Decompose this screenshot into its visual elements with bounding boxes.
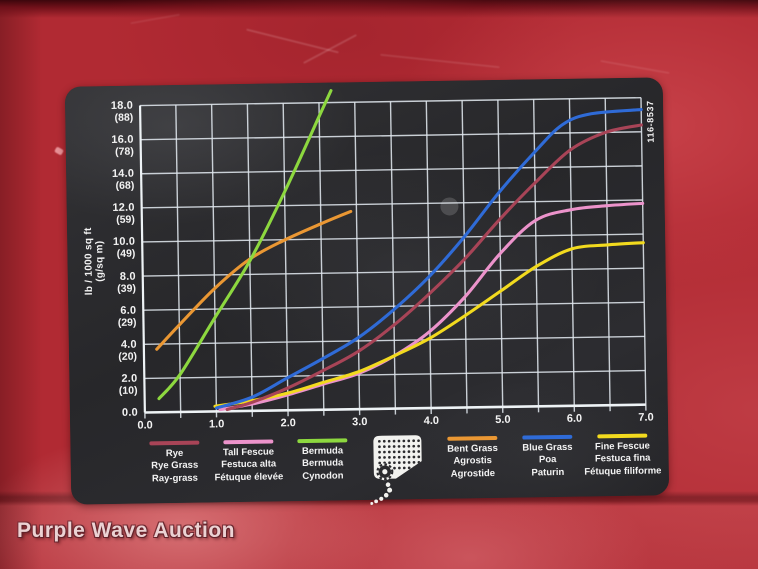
gridline-vertical — [282, 103, 289, 417]
y-tick-lb: 6.0 — [120, 304, 137, 317]
x-tick-1.0: 1.0 — [208, 418, 225, 431]
x-tick-3.0: 3.0 — [352, 416, 368, 429]
legend-swatch-bermuda — [297, 438, 348, 443]
y-tick-lb: 0.0 — [121, 406, 138, 419]
curve-tall_fescue — [218, 201, 645, 412]
gridline-vertical — [354, 102, 361, 416]
y-tick-0.0: 0.0 — [86, 407, 138, 420]
gridline-vertical — [497, 99, 504, 413]
gridline-vertical — [604, 98, 611, 412]
x-tick-0.0: 0.0 — [137, 419, 153, 432]
falling-seed-dots — [370, 482, 393, 505]
y-tick-16.0: 16.0 (78) — [82, 134, 134, 159]
y-tick-6.0: 6.0 (29) — [84, 304, 137, 329]
y-tick-lb: 16.0 — [111, 133, 134, 147]
legend-item-bermuda: Bermuda Bermuda Cynodon — [264, 438, 381, 484]
y-tick-lb: 2.0 — [121, 372, 138, 385]
x-tick-5.0: 5.0 — [495, 413, 511, 427]
y-tick-lb: 10.0 — [112, 236, 136, 249]
spreader-rate-chart-label: 116-8537 lb / 1000 sq ft (g/sq m) 18.0 (8… — [64, 77, 670, 505]
paint-scratch — [600, 59, 670, 74]
rate-chart-plot — [138, 89, 647, 419]
y-tick-lb: 18.0 — [110, 99, 134, 112]
y-tick-8.0: 8.0 (39) — [84, 270, 136, 295]
y-tick-gsqm: (39) — [117, 282, 137, 295]
curve-rye — [225, 123, 643, 412]
gridline-vertical — [640, 97, 647, 411]
curve-blue_grass — [214, 108, 643, 410]
y-tick-18.0: 18.0 (88) — [81, 99, 134, 125]
y-tick-lb: 8.0 — [119, 270, 136, 283]
gridline-vertical — [425, 101, 432, 415]
curve-fine_fescue — [213, 241, 645, 408]
y-tick-gsqm: (49) — [116, 248, 136, 261]
y-tick-gsqm: (68) — [115, 179, 135, 193]
legend-item-fine_fescue: Fine Fescue Festuca fina Fétuque filiforme — [564, 433, 681, 479]
y-tick-gsqm: (10) — [118, 384, 138, 397]
gridline-vertical — [389, 101, 397, 415]
y-tick-gsqm: (20) — [118, 350, 138, 363]
gridline-vertical — [568, 98, 576, 412]
paint-scratch — [380, 53, 500, 68]
x-tick-4.0: 4.0 — [423, 414, 440, 428]
y-axis-line — [138, 105, 146, 413]
legend-swatch-fine_fescue — [597, 433, 648, 438]
x-axis-line — [144, 403, 646, 414]
x-tick-7.0: 7.0 — [638, 411, 654, 424]
y-tick-14.0: 14.0 (68) — [82, 167, 135, 193]
x-tick-6.0: 6.0 — [566, 412, 583, 425]
watermark: Purple Wave Auction — [17, 519, 235, 542]
legend-label: Cynodon — [302, 469, 344, 482]
gridline-horizontal — [140, 96, 642, 107]
y-tick-gsqm: (78) — [115, 145, 134, 159]
paint-chip — [54, 146, 64, 156]
gridline-vertical — [532, 99, 540, 413]
y-tick-lb: 4.0 — [120, 338, 137, 351]
curve-bermuda — [157, 89, 333, 401]
y-tick-2.0: 2.0 (10) — [85, 372, 138, 397]
y-tick-12.0: 12.0 (59) — [83, 202, 135, 227]
y-tick-gsqm: (88) — [114, 111, 134, 124]
y-tick-lb: 12.0 — [112, 201, 135, 215]
y-tick-gsqm: (29) — [117, 316, 137, 329]
legend-label: Fétuque filiforme — [584, 464, 662, 478]
y-tick-lb: 14.0 — [111, 167, 135, 181]
y-tick-10.0: 10.0 (49) — [83, 236, 136, 261]
drop-spreader-icon — [370, 435, 422, 505]
y-tick-gsqm: (59) — [116, 213, 135, 227]
paint-scratch — [303, 34, 357, 64]
glare-spot — [440, 197, 459, 216]
gridline-vertical — [175, 104, 182, 418]
part-number: 116-8537 — [645, 100, 656, 143]
paint-scratch — [130, 13, 180, 24]
gridline-vertical — [210, 104, 218, 418]
x-tick-2.0: 2.0 — [280, 417, 296, 430]
gridline-vertical — [318, 102, 325, 416]
y-tick-4.0: 4.0 (20) — [85, 338, 137, 363]
